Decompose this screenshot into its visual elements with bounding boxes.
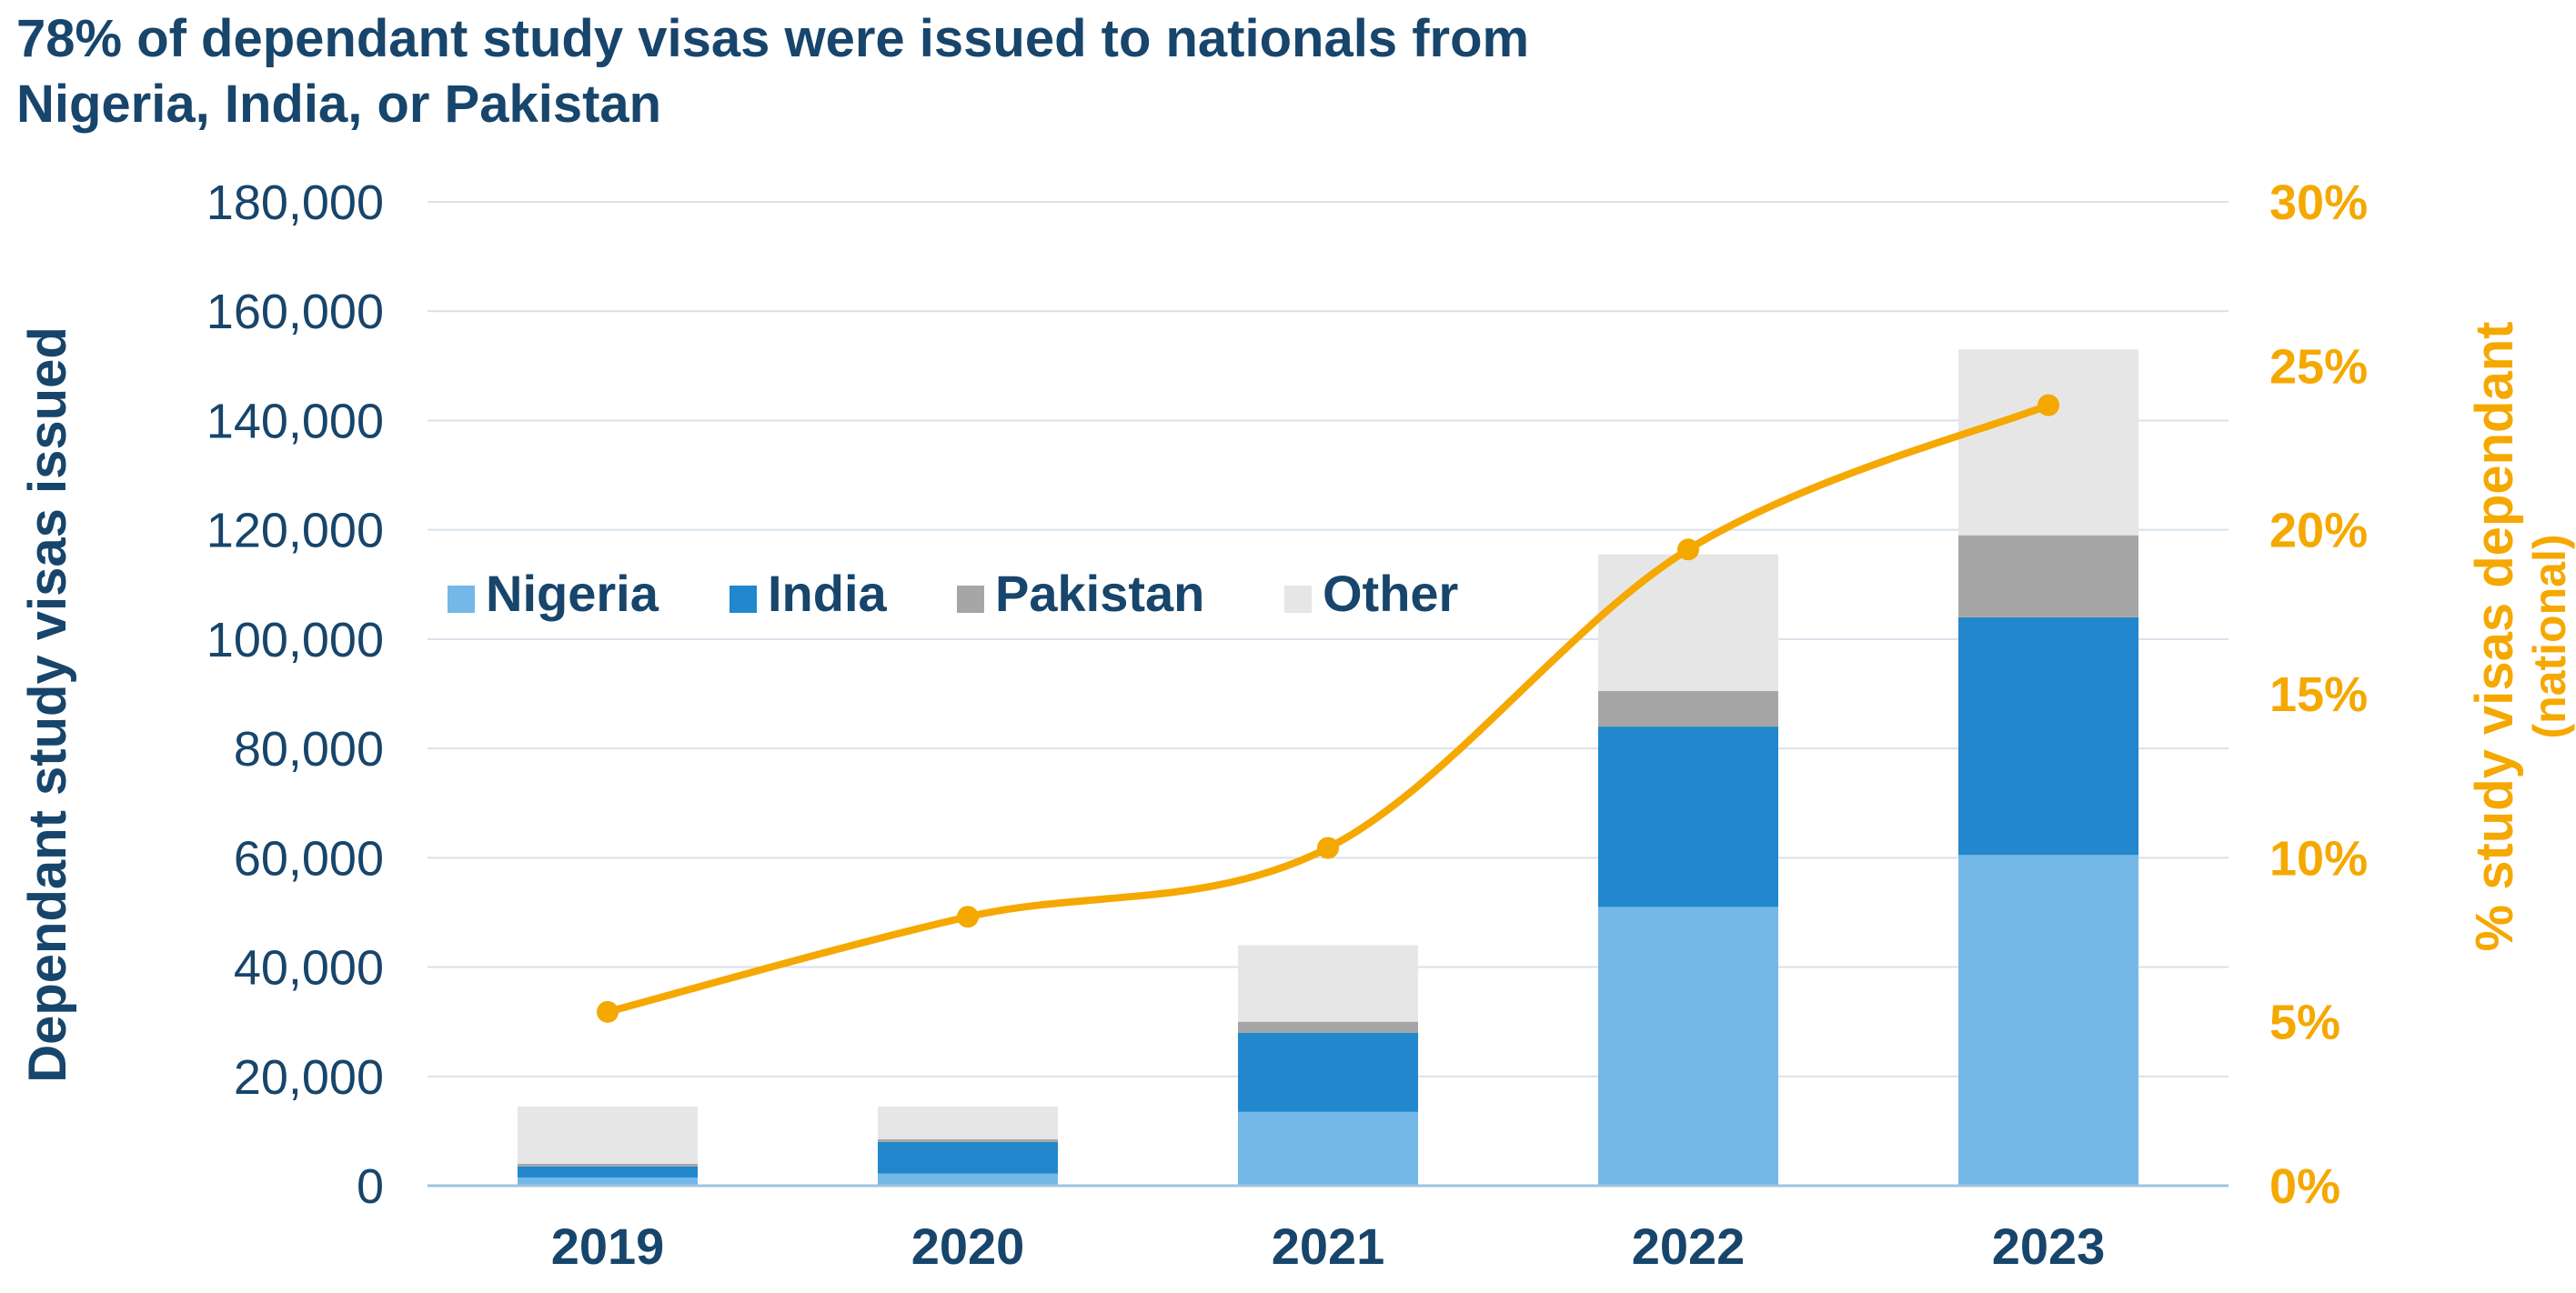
bar-india-2022	[1598, 727, 1778, 907]
y-tick-label: 0	[357, 1159, 384, 1214]
percent-point-2023	[2038, 394, 2059, 416]
y2-axis-sublabel: (national)	[2524, 535, 2575, 739]
bar-pakistan-2021	[1238, 1021, 1418, 1033]
y-tick-label: 160,000	[206, 285, 384, 339]
bar-india-2019	[518, 1166, 698, 1178]
percent-line-path	[604, 401, 2052, 1016]
x-axis-ticks: 2019 2020 2021 2022 2023	[551, 1218, 2106, 1275]
bar-nigeria-2022	[1598, 907, 1778, 1186]
y-tick-label: 20,000	[234, 1050, 384, 1105]
bar-pakistan-2023	[1958, 535, 2138, 617]
chart-title-line-2: Nigeria, India, or Pakistan	[16, 75, 661, 134]
legend-label-india: India	[768, 565, 888, 622]
bar-nigeria-2021	[1238, 1111, 1418, 1186]
bar-pakistan-2020	[878, 1138, 1058, 1142]
legend: Nigeria India Pakistan Other	[448, 565, 1458, 622]
gridlines	[428, 201, 2229, 1078]
y-tick-label: 100,000	[206, 613, 384, 667]
bar-other-2022	[1598, 554, 1778, 691]
y2-tick-label: 30%	[2269, 175, 2368, 230]
bar-india-2023	[1958, 616, 2138, 856]
y-tick-label: 120,000	[206, 504, 384, 558]
legend-label-nigeria: Nigeria	[486, 565, 659, 622]
bar-other-2021	[1238, 945, 1418, 1022]
legend-swatch-india	[730, 586, 757, 613]
y2-tick-label: 25%	[2269, 339, 2368, 394]
y-axis-label: Dependant study visas issued	[18, 326, 77, 1083]
y2-tick-label: 10%	[2269, 831, 2368, 886]
legend-swatch-other	[1284, 586, 1312, 613]
bar-nigeria-2020	[878, 1173, 1058, 1186]
legend-swatch-nigeria	[448, 586, 475, 613]
legend-swatch-pakistan	[957, 586, 984, 613]
bar-india-2021	[1238, 1032, 1418, 1112]
y-tick-label: 180,000	[206, 175, 384, 230]
x-tick-label-2019: 2019	[551, 1218, 665, 1275]
x-tick-label-2022: 2022	[1632, 1218, 1746, 1275]
y2-tick-label: 20%	[2269, 504, 2368, 558]
percent-point-2019	[597, 1000, 619, 1023]
x-tick-label-2020: 2020	[911, 1218, 1025, 1275]
y2-tick-label: 0%	[2269, 1159, 2340, 1214]
percent-point-2022	[1677, 538, 1699, 561]
legend-label-pakistan: Pakistan	[995, 565, 1204, 622]
legend-label-other: Other	[1323, 565, 1458, 622]
bars	[518, 349, 2138, 1186]
bar-other-2019	[518, 1106, 698, 1164]
bar-india-2020	[878, 1141, 1058, 1174]
bar-other-2020	[878, 1106, 1058, 1139]
y2-tick-label: 5%	[2269, 996, 2340, 1050]
x-tick-label-2021: 2021	[1272, 1218, 1385, 1275]
y-tick-label: 140,000	[206, 394, 384, 448]
y2-axis-label: % study visas dependant	[2465, 322, 2524, 952]
percent-line	[597, 394, 2059, 1023]
x-tick-label-2023: 2023	[1992, 1218, 2106, 1275]
y-tick-label: 40,000	[234, 941, 384, 996]
chart-title-line-1: 78% of dependant study visas were issued…	[16, 9, 1529, 68]
y2-axis-ticks: 0% 5% 10% 15% 20% 25% 30%	[2269, 175, 2368, 1214]
bar-nigeria-2019	[518, 1177, 698, 1186]
y-axis-ticks: 0 20,000 40,000 60,000 80,000 100,000 120,000 1…	[206, 175, 384, 1214]
percent-point-2021	[1317, 837, 1339, 859]
bar-nigeria-2023	[1958, 855, 2138, 1186]
bar-pakistan-2019	[518, 1163, 698, 1167]
y-tick-label: 60,000	[234, 831, 384, 886]
y2-tick-label: 15%	[2269, 667, 2368, 722]
y-tick-label: 80,000	[234, 722, 384, 777]
bar-other-2023	[1958, 349, 2138, 536]
percent-point-2020	[957, 906, 979, 928]
bar-pakistan-2022	[1598, 690, 1778, 727]
